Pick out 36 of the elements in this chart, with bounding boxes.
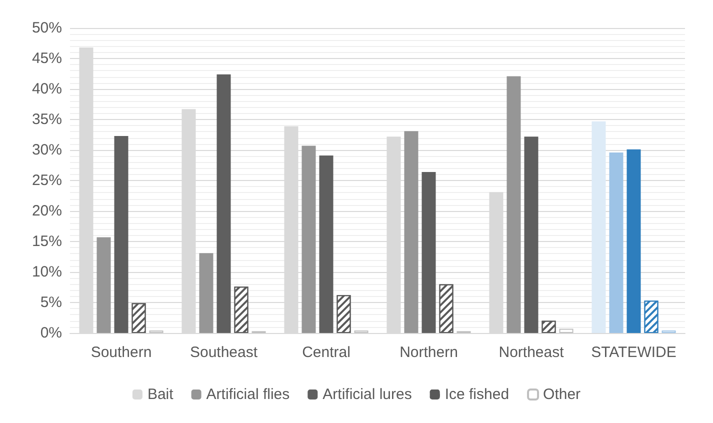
y-tick-label: 45% xyxy=(32,50,62,67)
x-tick-label: Northern xyxy=(400,344,458,361)
legend-label: Other xyxy=(543,386,581,403)
x-tick-label: Central xyxy=(302,344,350,361)
x-tick-label: STATEWIDE xyxy=(591,344,676,361)
legend-label: Artificial flies xyxy=(206,386,290,403)
y-tick-label: 50% xyxy=(32,20,62,36)
bar xyxy=(422,172,436,333)
bar xyxy=(319,155,334,333)
y-tick-label: 40% xyxy=(32,80,62,98)
bar xyxy=(199,253,214,333)
y-tick-label: 25% xyxy=(32,172,62,189)
bar xyxy=(96,237,111,333)
x-tick-label: Southern xyxy=(90,344,152,361)
y-tick-label: 30% xyxy=(32,142,62,158)
legend-label: Bait xyxy=(147,386,174,403)
y-tick-label: 35% xyxy=(32,111,62,128)
bar xyxy=(506,76,521,333)
legend-label: Ice fished xyxy=(444,386,510,403)
y-tick-label: 20% xyxy=(32,202,62,220)
bar xyxy=(592,121,606,333)
legend-label: Artificial lures xyxy=(322,386,412,403)
bar xyxy=(609,152,624,333)
bar xyxy=(114,136,128,333)
bar xyxy=(404,131,418,333)
y-tick-label: 10% xyxy=(32,264,62,280)
x-tick-label: Southeast xyxy=(190,344,258,361)
y-tick-label: 0% xyxy=(40,324,62,342)
y-tick-label: 5% xyxy=(40,294,62,311)
bar xyxy=(626,149,641,333)
x-tick-label: Northeast xyxy=(498,344,565,361)
bar xyxy=(559,328,574,333)
y-tick-label: 15% xyxy=(32,233,62,250)
bar xyxy=(524,136,538,333)
bar xyxy=(302,146,316,333)
bar xyxy=(216,74,231,333)
